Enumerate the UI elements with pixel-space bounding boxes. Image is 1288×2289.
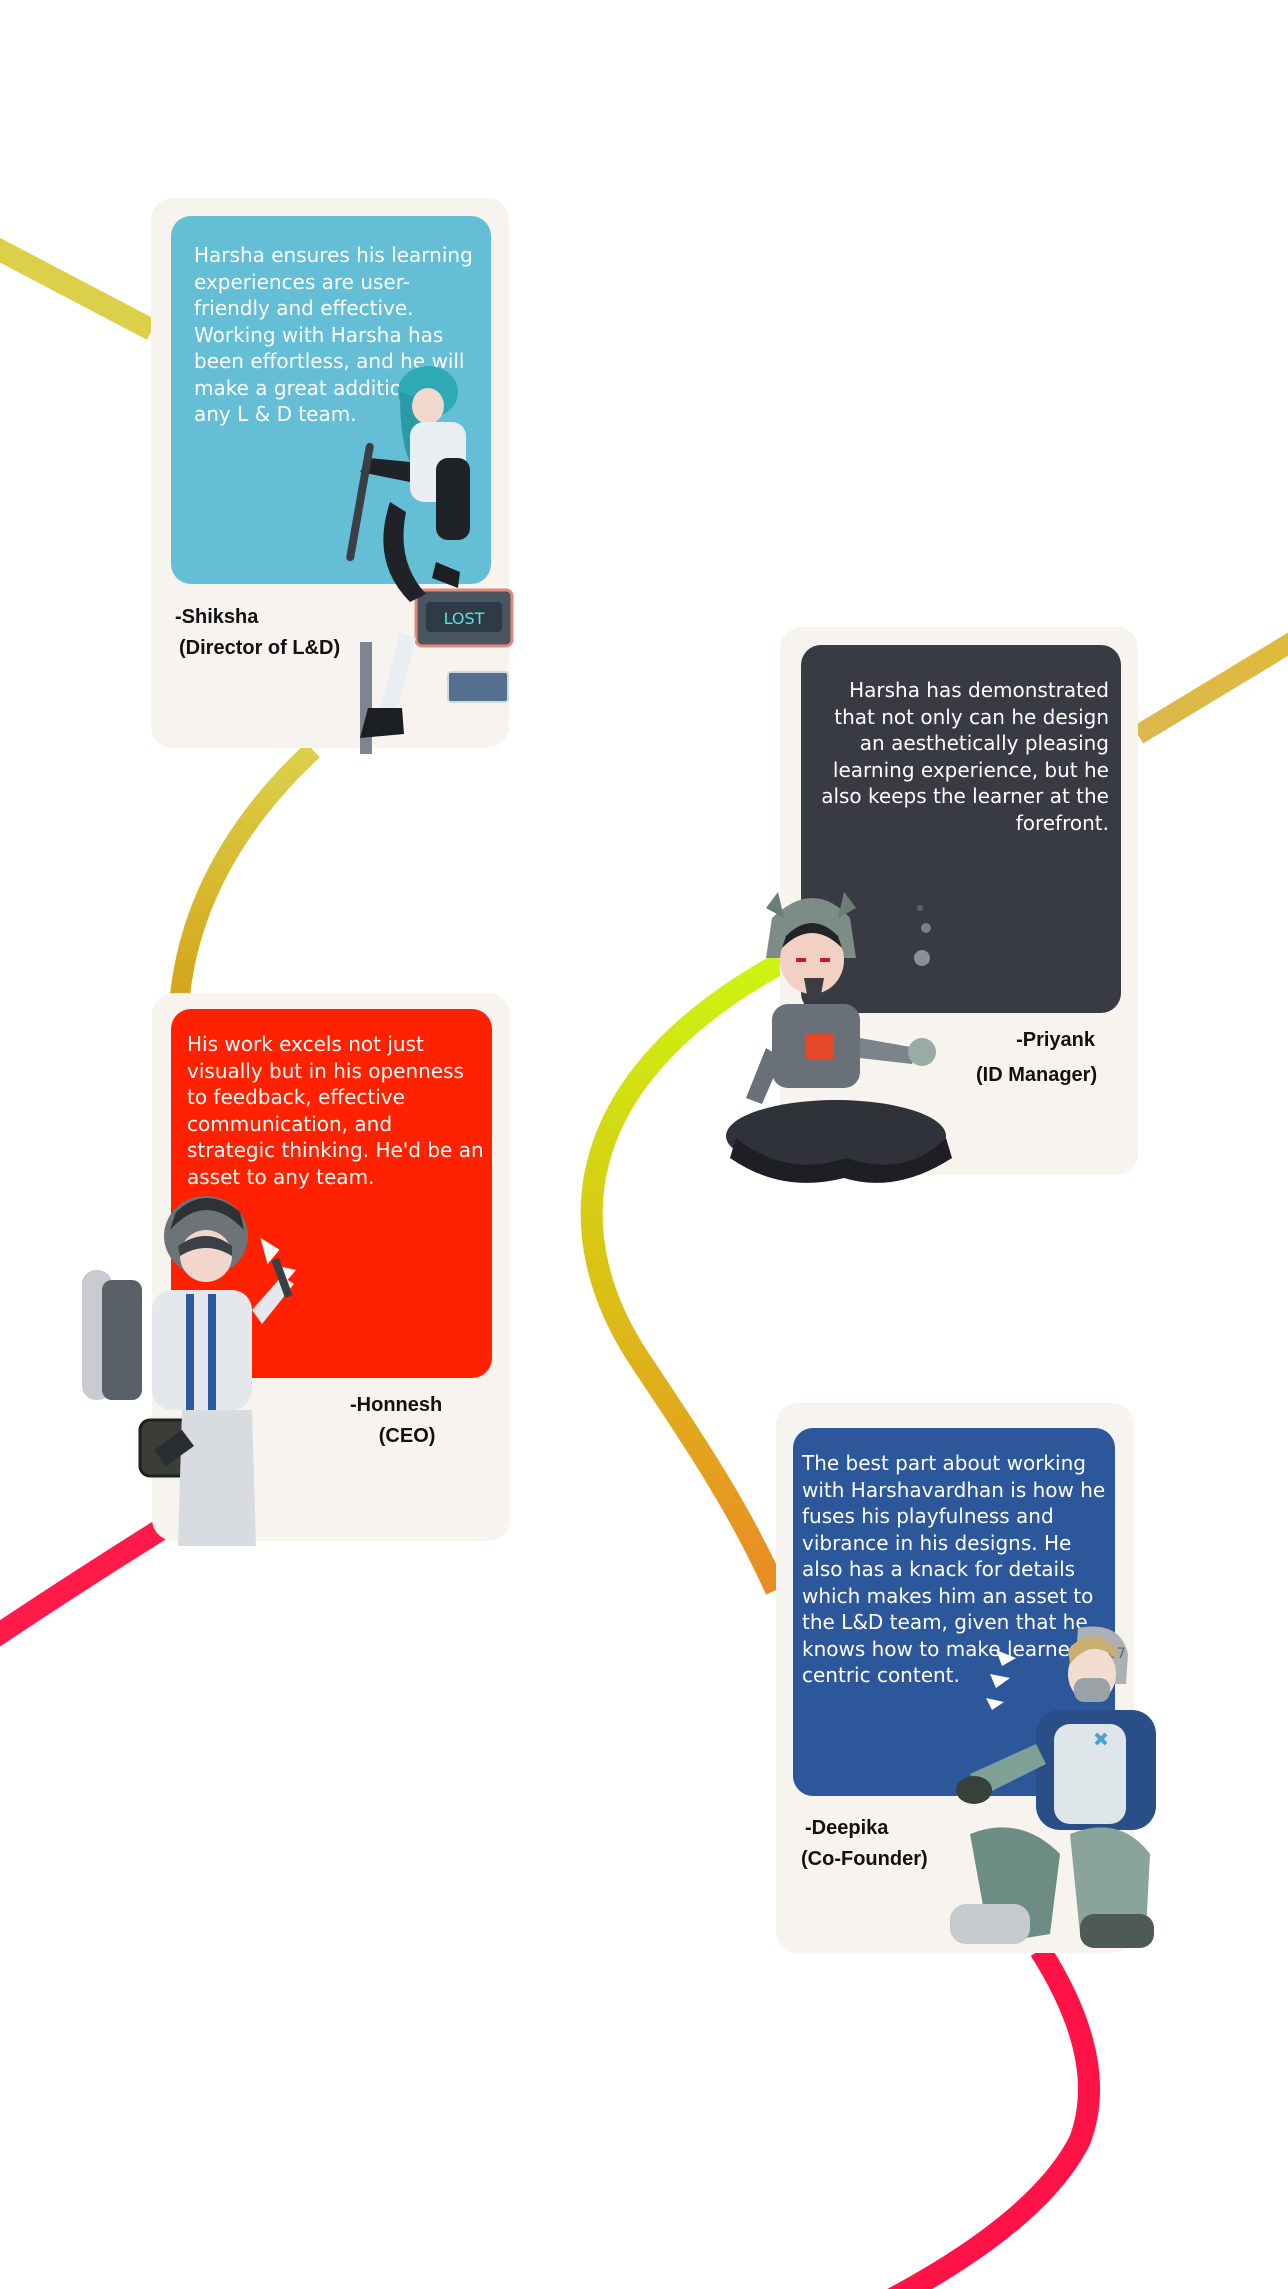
testimonial-author: -Priyank (ID Manager) [976,1025,1097,1091]
testimonial-author-name: -Shiksha [175,606,259,628]
testimonial-author-name: -Deepika [805,1817,889,1839]
svg-text:LOST: LOST [444,609,485,628]
ribbon-segment-top-left [0,237,158,340]
testimonial-card-deepika: The best part about working with Harshav… [776,1403,1134,1953]
masked-crouching-character-illustration: 07 [950,1626,1156,1948]
testimonial-quote-text: The best part about working with Harshav… [802,1451,1106,1687]
ribbon-segment-top-right [1132,632,1288,744]
ribbon-segment-bottom-right [887,1944,1100,2289]
ribbon-segment-center [580,948,796,1595]
helmeted-sitting-character-illustration [726,892,952,1183]
testimonial-author-name: -Honnesh [350,1394,443,1416]
testimonial-author-name: -Priyank [1016,1029,1096,1051]
testimonial-author: -Honnesh (CEO) [350,1390,442,1452]
testimonial-author-role: (Co-Founder) [801,1848,928,1870]
ribbon-segment-left-lower [0,1520,166,1647]
girl-on-street-sign-illustration: LOST [346,366,514,754]
testimonial-author-role: (CEO) [378,1425,436,1447]
testimonial-quote-text: His work excels not just visually but in… [187,1032,484,1189]
testimonial-author-role: (ID Manager) [976,1064,1098,1086]
testimonial-author-role: (Director of L&D) [179,637,341,659]
mechanic-with-tanks-illustration [82,1196,296,1546]
testimonial-author: -Deepika (Co-Founder) [801,1813,928,1875]
testimonial-quote-text: Harsha ensures his learning experiences … [194,243,473,426]
testimonial-author: -Shiksha (Director of L&D) [175,602,340,664]
testimonial-quote-text: Harsha has demonstrated that not only ca… [821,678,1109,835]
ribbon-segment-left-upper [170,742,320,997]
